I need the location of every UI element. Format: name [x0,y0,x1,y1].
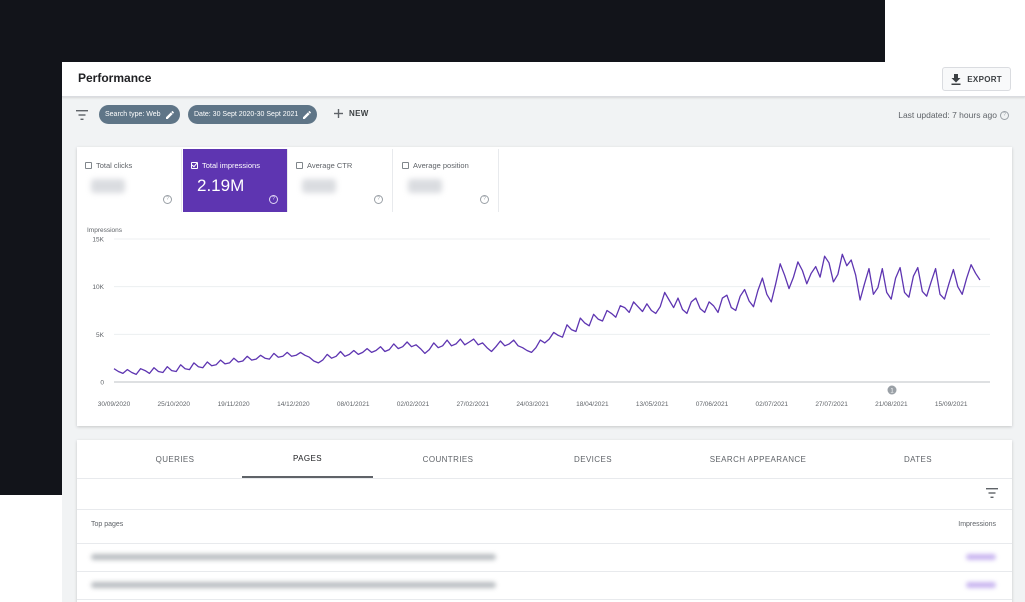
new-filter-label: NEW [349,109,369,118]
y-tick-label: 10K [92,284,104,291]
x-tick-label: 15/09/2021 [935,401,968,408]
x-tick-label: 25/10/2020 [158,401,191,408]
tab-countries[interactable]: COUNTRIES [422,454,474,464]
edit-icon [165,110,174,119]
metric-value-redacted [302,179,336,193]
page-header: Performance EXPORT [62,62,1025,97]
tab-search-appearance[interactable]: SEARCH APPEARANCE [709,454,807,464]
x-tick-label: 30/09/2020 [98,401,131,408]
metric-label: Average CTR [307,161,353,170]
x-tick-label: 08/01/2021 [337,401,370,408]
checkbox-average-ctr[interactable] [296,162,303,169]
tab-devices[interactable]: DEVICES [574,454,612,464]
checkbox-total-impressions[interactable] [191,162,198,169]
metric-total-clicks[interactable]: Total clicks ? [77,149,182,212]
metric-value-redacted [408,179,442,193]
page-url-redacted [91,582,496,588]
last-updated-text: Last updated: 7 hours ago [898,110,997,120]
page-url-redacted [91,554,496,560]
date-chip-label: Date: 30 Sept 2020-30 Sept 2021 [194,111,299,118]
impressions-value-redacted [966,582,996,588]
x-tick-label: 18/04/2021 [576,401,609,408]
x-tick-label: 27/02/2021 [457,401,490,408]
performance-panel: Performance EXPORT Search type: Web Date… [62,62,1025,602]
x-tick-label: 24/03/2021 [516,401,549,408]
x-tick-label: 02/02/2021 [397,401,430,408]
export-button[interactable]: EXPORT [942,67,1011,91]
metric-value-redacted [91,179,125,193]
last-updated: Last updated: 7 hours ago ? [898,110,1009,120]
x-tick-label: 27/07/2021 [815,401,848,408]
metric-label: Total clicks [96,161,133,170]
x-tick-label: 02/07/2021 [756,401,789,408]
metric-total-impressions[interactable]: Total impressions 2.19M ? [183,149,288,212]
metric-value: 2.19M [197,176,245,195]
tab-dates[interactable]: DATES [903,454,933,464]
impressions-series-line [113,253,981,376]
report-table-card: QUERIES PAGES COUNTRIES DEVICES SEARCH A… [77,440,1012,602]
checkbox-average-position[interactable] [402,162,409,169]
search-type-chip-label: Search type: Web [105,111,161,118]
metric-average-ctr[interactable]: Average CTR ? [288,149,393,212]
help-icon[interactable]: ? [1000,110,1009,120]
table-divider [77,571,1012,572]
impressions-chart: Impressions 0 5K 10K 15K 30/09/2020 25/10/2020… [87,227,990,408]
filter-bar: Search type: Web Date: 30 Sept 2020-30 S… [62,97,1025,134]
filter-icon[interactable] [76,110,88,120]
page-title: Performance [78,71,152,85]
x-tick-label: 14/12/2020 [277,401,310,408]
y-axis-label: Impressions [87,227,123,234]
tab-pages[interactable]: PAGES [242,440,373,478]
performance-chart-card: Total clicks ? Total impressions 2.19M ?… [77,147,1012,426]
annotation-label: 1 [890,389,894,395]
x-tick-label: 07/06/2021 [696,401,729,408]
table-divider [77,509,1012,510]
metric-average-position[interactable]: Average position ? [394,149,499,212]
impressions-value-redacted [966,554,996,560]
table-filter-icon[interactable] [986,488,998,498]
x-tick-label: 21/08/2021 [875,401,908,408]
column-header-impressions[interactable]: Impressions [958,521,996,528]
metric-label: Total impressions [202,161,260,170]
table-divider [77,543,1012,544]
x-tick-label: 13/05/2021 [636,401,669,408]
y-tick-label: 15K [92,237,104,244]
column-header-top-pages[interactable]: Top pages [91,521,124,528]
checkbox-total-clicks[interactable] [85,162,92,169]
download-icon [951,73,961,85]
tab-queries[interactable]: QUERIES [155,454,195,464]
tabs-divider [77,478,1012,479]
annotation-marker [887,385,897,395]
metric-label: Average position [413,161,469,170]
y-tick-label: 0 [100,380,104,387]
plus-icon [334,109,343,118]
x-tick-label: 19/11/2020 [218,401,250,408]
edit-icon [303,110,312,119]
help-icon[interactable]: ? [480,195,489,204]
help-icon[interactable]: ? [374,195,383,204]
new-filter-button[interactable]: NEW [334,109,369,118]
export-label: EXPORT [967,74,1002,84]
help-icon[interactable]: ? [163,195,172,204]
help-icon[interactable]: ? [269,195,278,204]
table-divider [77,599,1012,600]
date-chip[interactable]: Date: 30 Sept 2020-30 Sept 2021 [188,105,318,124]
y-tick-label: 5K [96,332,105,339]
search-type-chip[interactable]: Search type: Web [99,105,180,124]
